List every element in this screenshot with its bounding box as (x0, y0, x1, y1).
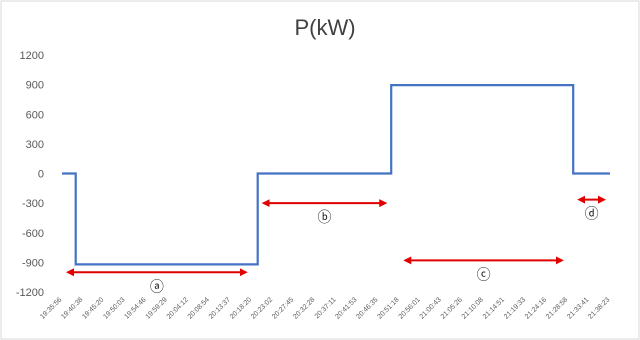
annotation-label: ⓑ (317, 209, 331, 225)
y-tick-label: -600 (22, 228, 44, 240)
annotation-layer: ⓐ ⓑ ⓒ ⓓ (66, 195, 606, 294)
series-layer (62, 83, 610, 266)
chart-title: P(kW) (294, 15, 355, 40)
annotation-label: ⓓ (585, 206, 599, 222)
y-tick-label: -300 (22, 198, 44, 210)
annotation-label: ⓐ (150, 278, 164, 294)
annotation-label: ⓒ (477, 266, 491, 282)
y-tick-label: 600 (26, 109, 44, 121)
y-tick-label: 0 (38, 169, 44, 181)
y-tick-label: 300 (26, 139, 44, 151)
y-tick-label: -900 (22, 257, 44, 269)
y-tick-label: 1200 (20, 50, 44, 62)
y-axis: 1200 900 600 300 0 -300 -600 -900 -1200 (16, 50, 44, 299)
power-series-line (62, 83, 610, 266)
y-tick-label: -1200 (16, 287, 44, 299)
y-tick-label: 900 (26, 80, 44, 92)
